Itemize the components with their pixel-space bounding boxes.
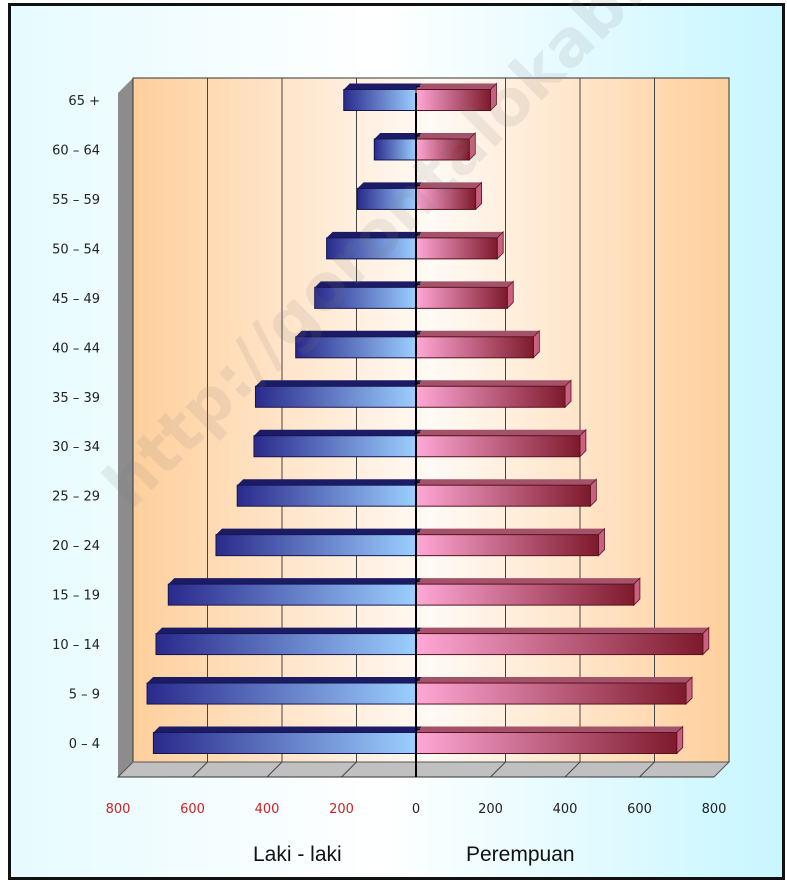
female-bar	[415, 484, 591, 507]
gridline-floor	[639, 761, 655, 778]
female-bar-top	[416, 627, 709, 634]
female-bar-top	[416, 132, 476, 139]
age-group-label: 45 – 49	[52, 292, 100, 307]
x-tick-label: 600	[627, 802, 652, 817]
female-bar	[415, 633, 704, 656]
female-bar	[415, 385, 566, 408]
female-bar-top	[416, 380, 571, 387]
male-bar	[215, 534, 417, 557]
female-bar-top	[416, 528, 605, 535]
age-group-label: 30 – 34	[52, 440, 100, 455]
male-bar	[343, 89, 417, 111]
age-group-label: 15 – 19	[52, 589, 100, 604]
gridline-floor	[266, 761, 283, 778]
female-bar	[415, 583, 635, 606]
male-bar-top	[147, 677, 422, 684]
gridline-floor	[490, 761, 506, 778]
age-group-label: 55 – 59	[52, 193, 100, 208]
male-bar-top	[357, 182, 422, 189]
male-bar-top	[168, 578, 422, 585]
male-bar-top	[295, 330, 422, 337]
female-bar-top	[416, 182, 482, 189]
gridline-floor	[341, 761, 357, 778]
x-tick-label: 400	[553, 802, 578, 817]
female-bar-top	[416, 281, 514, 288]
male-axis-label: Laki - laki	[253, 843, 342, 866]
female-bar	[415, 286, 508, 309]
age-group-label: 0 – 4	[69, 737, 100, 752]
female-bar-top	[416, 578, 640, 585]
gridline-floor	[192, 761, 208, 778]
x-tick-label: 200	[329, 802, 354, 817]
female-bar-top	[416, 83, 497, 90]
male-bar	[254, 385, 417, 408]
female-bar	[415, 237, 498, 260]
x-tick-label: 200	[478, 802, 503, 817]
female-bar	[415, 336, 534, 359]
male-bar-top	[343, 83, 422, 90]
age-group-label: 50 – 54	[52, 242, 100, 257]
gridline-floor	[564, 761, 581, 778]
female-bar-top	[416, 429, 586, 436]
male-bar-top	[255, 380, 422, 387]
x-tick-label: 400	[255, 802, 280, 817]
female-bar	[415, 732, 678, 754]
x-tick-label: 600	[180, 802, 205, 817]
female-bar	[415, 534, 600, 557]
age-group-label: 25 – 29	[52, 490, 100, 505]
chart-left-side-wall	[118, 78, 133, 777]
x-tick-label: 800	[106, 802, 131, 817]
male-bar-top	[314, 281, 422, 288]
female-bar	[415, 435, 581, 458]
male-bar-top	[237, 479, 422, 486]
male-bar	[236, 484, 417, 507]
male-bar-top	[253, 429, 422, 436]
female-bar-top	[416, 330, 540, 337]
age-group-label: 20 – 24	[52, 539, 100, 554]
female-bar-top	[416, 677, 693, 684]
male-bar-top	[326, 231, 422, 238]
male-bar	[253, 435, 417, 458]
male-bar	[152, 732, 417, 754]
male-bar	[167, 583, 417, 606]
male-bar-top	[374, 132, 422, 139]
age-group-label: 60 – 64	[52, 143, 100, 158]
age-group-label: 10 – 14	[52, 638, 100, 653]
female-bar-top	[416, 479, 597, 486]
age-group-label: 35 – 39	[52, 391, 100, 406]
age-group-label: 5 – 9	[69, 688, 100, 703]
chart-floor	[116, 761, 731, 778]
female-axis-label: Perempuan	[466, 843, 575, 866]
female-bar-top	[416, 726, 683, 733]
age-group-label: 40 – 44	[52, 341, 100, 356]
x-tick-label: 800	[702, 802, 727, 817]
age-group-label: 65 +	[68, 94, 100, 109]
female-bar-top	[416, 231, 504, 238]
female-bar	[415, 682, 687, 705]
male-bar	[146, 682, 417, 705]
male-bar-top	[155, 627, 422, 634]
male-bar-top	[215, 528, 422, 535]
male-bar-top	[153, 726, 422, 733]
x-tick-label: 0	[412, 802, 420, 817]
male-bar	[155, 633, 417, 656]
